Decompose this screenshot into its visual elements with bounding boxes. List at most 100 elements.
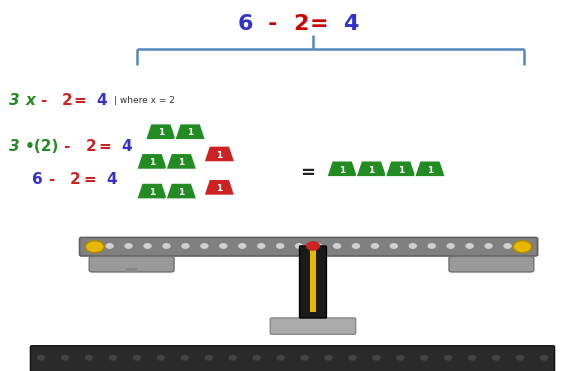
Text: 1: 1 [187, 128, 193, 138]
Circle shape [205, 355, 212, 360]
Text: =: = [98, 139, 111, 154]
Circle shape [325, 355, 332, 360]
Circle shape [397, 355, 404, 360]
Text: 3: 3 [9, 93, 19, 108]
Circle shape [85, 241, 104, 253]
Circle shape [513, 241, 532, 253]
Circle shape [258, 244, 265, 248]
Circle shape [133, 355, 140, 360]
Text: -: - [49, 173, 55, 187]
Circle shape [469, 355, 476, 360]
Text: =: = [83, 173, 96, 187]
Text: | where x = 2: | where x = 2 [114, 96, 175, 105]
Circle shape [421, 355, 428, 360]
Text: 1: 1 [216, 151, 222, 160]
Text: 2: 2 [86, 139, 97, 154]
Circle shape [295, 244, 302, 248]
FancyBboxPatch shape [80, 237, 538, 256]
Circle shape [523, 244, 530, 248]
Circle shape [485, 244, 492, 248]
Circle shape [277, 355, 284, 360]
Circle shape [493, 355, 500, 360]
Circle shape [447, 244, 454, 248]
Circle shape [106, 244, 113, 248]
Text: -: - [267, 14, 277, 34]
Text: •(2): •(2) [25, 139, 60, 154]
FancyBboxPatch shape [270, 318, 356, 334]
Circle shape [373, 355, 380, 360]
Text: 4: 4 [97, 93, 107, 108]
Text: 1: 1 [158, 128, 164, 138]
Circle shape [390, 244, 397, 248]
Bar [126, 268, 137, 272]
Polygon shape [137, 153, 167, 170]
Text: -: - [40, 93, 46, 108]
Polygon shape [204, 179, 235, 196]
Text: 1: 1 [427, 165, 433, 175]
Circle shape [37, 355, 44, 360]
Text: =: = [74, 93, 87, 108]
Bar [311, 250, 316, 312]
Circle shape [352, 244, 359, 248]
Text: 1: 1 [216, 184, 222, 193]
Polygon shape [175, 124, 205, 140]
Circle shape [504, 244, 511, 248]
Circle shape [109, 355, 116, 360]
Text: 1: 1 [178, 188, 184, 197]
FancyBboxPatch shape [30, 346, 555, 371]
Circle shape [163, 244, 170, 248]
Polygon shape [166, 153, 197, 170]
Circle shape [181, 355, 188, 360]
Circle shape [144, 244, 151, 248]
Circle shape [315, 244, 322, 248]
Circle shape [349, 355, 356, 360]
Text: x: x [25, 93, 35, 108]
Text: 2: 2 [61, 93, 72, 108]
Text: 1: 1 [178, 158, 184, 167]
Circle shape [239, 244, 246, 248]
Circle shape [201, 244, 208, 248]
Circle shape [333, 244, 340, 248]
FancyBboxPatch shape [300, 246, 326, 318]
Circle shape [277, 244, 284, 248]
Polygon shape [204, 146, 235, 162]
Text: -: - [63, 139, 70, 154]
Circle shape [541, 355, 548, 360]
Circle shape [220, 244, 227, 248]
Circle shape [87, 244, 94, 248]
Text: 1: 1 [398, 165, 404, 175]
Polygon shape [415, 161, 445, 177]
FancyBboxPatch shape [449, 256, 534, 272]
Circle shape [307, 242, 319, 250]
Circle shape [410, 244, 417, 248]
Text: =: = [300, 164, 315, 181]
Polygon shape [166, 183, 197, 199]
Text: =: = [309, 14, 328, 34]
Polygon shape [146, 124, 176, 140]
Circle shape [182, 244, 189, 248]
Text: 1: 1 [149, 188, 155, 197]
Text: 4: 4 [122, 139, 132, 154]
FancyBboxPatch shape [89, 256, 174, 272]
Text: 3: 3 [9, 139, 19, 154]
Text: 1: 1 [339, 165, 345, 175]
Circle shape [61, 355, 68, 360]
Text: 4: 4 [343, 14, 359, 34]
Text: 2: 2 [294, 14, 309, 34]
Text: 6: 6 [238, 14, 253, 34]
Circle shape [428, 244, 435, 248]
Circle shape [85, 355, 92, 360]
Circle shape [301, 355, 308, 360]
Polygon shape [327, 161, 357, 177]
Circle shape [253, 355, 260, 360]
Circle shape [371, 244, 378, 248]
Circle shape [466, 244, 473, 248]
Text: 1: 1 [149, 158, 155, 167]
Polygon shape [386, 161, 416, 177]
Circle shape [445, 355, 452, 360]
Text: 1: 1 [369, 165, 374, 175]
Circle shape [157, 355, 164, 360]
Text: 4: 4 [106, 173, 117, 187]
Text: 2: 2 [70, 173, 81, 187]
Text: 6: 6 [32, 173, 43, 187]
